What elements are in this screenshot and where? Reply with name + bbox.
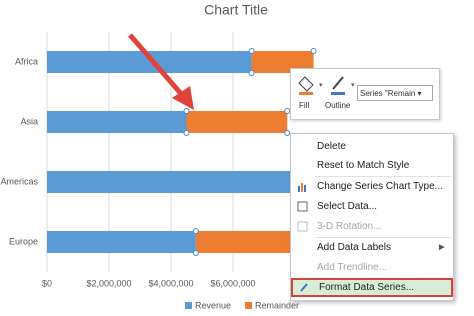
legend-swatch [185, 302, 192, 309]
menu-label: Reset to Match Style [317, 160, 410, 171]
outline-label: Outline [325, 101, 351, 110]
x-tick-label: $6,000,000 [210, 278, 255, 288]
selection-handle [183, 130, 190, 136]
submenu-arrow: ▶ [439, 244, 445, 251]
bar-segment [47, 111, 187, 133]
series-dropdown-text: Series "Remain [360, 89, 416, 98]
y-tick-label: Europe [9, 236, 38, 246]
selection-handle [192, 250, 199, 256]
outline-icon[interactable]: ▾ [329, 73, 359, 95]
context-menu: Delete Reset to Match Style Change Serie… [290, 133, 454, 301]
separator [315, 176, 451, 177]
menu-item[interactable]: Format Data Series... [291, 278, 453, 297]
menu-label: Delete [317, 141, 346, 152]
x-tick-label: $0 [42, 278, 52, 288]
menu-item: Add Trendline... [291, 258, 453, 277]
selection-handle [248, 48, 255, 54]
menu-item[interactable]: Delete [291, 137, 453, 156]
fill-label: Fill [299, 101, 310, 110]
legend-label: Remainder [255, 300, 299, 310]
x-tick-label: $2,000,000 [86, 278, 131, 288]
menu-label: 3-D Rotation... [317, 221, 382, 232]
y-tick-label: Africa [15, 56, 38, 66]
arrow-head [172, 86, 194, 110]
legend-label: Revenue [195, 300, 231, 310]
x-tick-label: $4,000,000 [148, 278, 193, 288]
separator [315, 237, 451, 238]
menu-label: Select Data... [317, 201, 378, 212]
menu-item[interactable]: Select Data... [291, 197, 453, 216]
selection-handle [284, 108, 291, 114]
rotation-icon [297, 221, 308, 232]
menu-label: Format Data Series... [319, 282, 415, 293]
bar-segment [251, 51, 314, 73]
selection-handle [192, 228, 199, 234]
chart-type-icon [298, 183, 306, 192]
menu-label: Change Series Chart Type... [317, 181, 443, 192]
menu-label: Add Trendline... [317, 262, 388, 273]
menu-item: 3-D Rotation... [291, 217, 453, 236]
selection-handle [183, 108, 190, 114]
bar-segment [195, 231, 305, 253]
menu-item[interactable]: Reset to Match Style [291, 156, 453, 175]
series-dropdown[interactable]: Series "Remain ▾ [357, 85, 433, 101]
svg-text:▾: ▾ [319, 82, 323, 89]
select-data-icon [297, 201, 308, 212]
selection-handle [310, 48, 317, 54]
arrow [128, 33, 185, 98]
mini-toolbar: ▾ Fill ▾ Outline Series "Remain ▾ [290, 68, 440, 120]
legend-swatch [245, 302, 253, 309]
y-tick-label: Asia [20, 116, 38, 126]
chart-title: Chart Title [204, 2, 268, 18]
bar-segment [47, 231, 196, 253]
menu-item[interactable]: Change Series Chart Type... [291, 177, 453, 196]
menu-item[interactable]: Add Data Labels ▶ [291, 238, 453, 257]
bar-segment [186, 111, 288, 133]
menu-label: Add Data Labels [317, 242, 391, 253]
selection-handle [284, 130, 291, 136]
format-icon [300, 283, 308, 292]
svg-text:▾: ▾ [351, 82, 355, 89]
bar-segment [47, 51, 252, 73]
bar-segment [47, 171, 295, 193]
y-tick-label: Americas [0, 176, 38, 186]
fill-icon[interactable]: ▾ [297, 73, 327, 95]
selection-handle [248, 70, 255, 76]
